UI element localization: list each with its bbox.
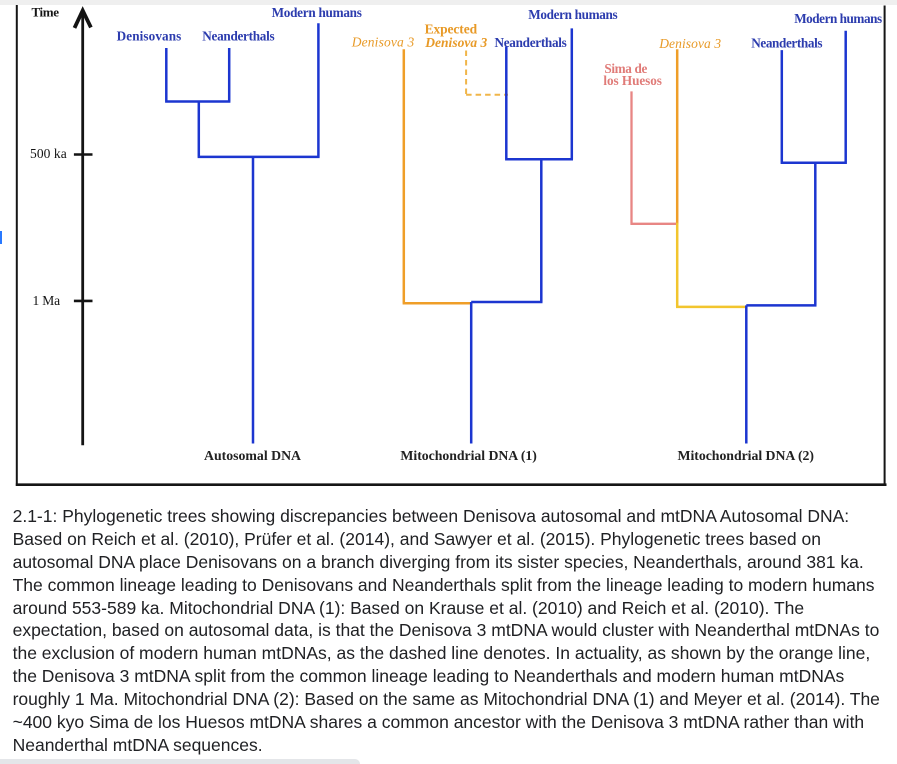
svg-text:Denisova 3: Denisova 3 (424, 35, 487, 50)
svg-text:500 ka: 500 ka (30, 146, 67, 161)
svg-text:Denisova 3: Denisova 3 (658, 36, 721, 51)
svg-text:Time: Time (32, 4, 60, 19)
svg-text:Modern humans: Modern humans (794, 11, 882, 26)
svg-text:Expected: Expected (425, 21, 478, 36)
svg-text:Denisova 3: Denisova 3 (351, 35, 415, 50)
svg-text:Neanderthals: Neanderthals (495, 35, 567, 50)
svg-text:Neanderthals: Neanderthals (751, 35, 822, 50)
svg-text:1 Ma: 1 Ma (33, 293, 61, 308)
svg-text:Denisovans: Denisovans (117, 29, 182, 44)
svg-text:los Huesos: los Huesos (603, 73, 662, 88)
svg-text:Mitochondrial DNA (1): Mitochondrial DNA (1) (400, 448, 537, 464)
svg-text:Autosomal DNA: Autosomal DNA (204, 448, 301, 463)
svg-text:Modern humans: Modern humans (272, 5, 362, 20)
svg-text:Neanderthals: Neanderthals (202, 29, 274, 44)
svg-text:Modern humans: Modern humans (528, 7, 617, 22)
svg-text:Sima de: Sima de (604, 61, 647, 76)
svg-text:Mitochondrial DNA (2): Mitochondrial DNA (2) (678, 448, 815, 464)
